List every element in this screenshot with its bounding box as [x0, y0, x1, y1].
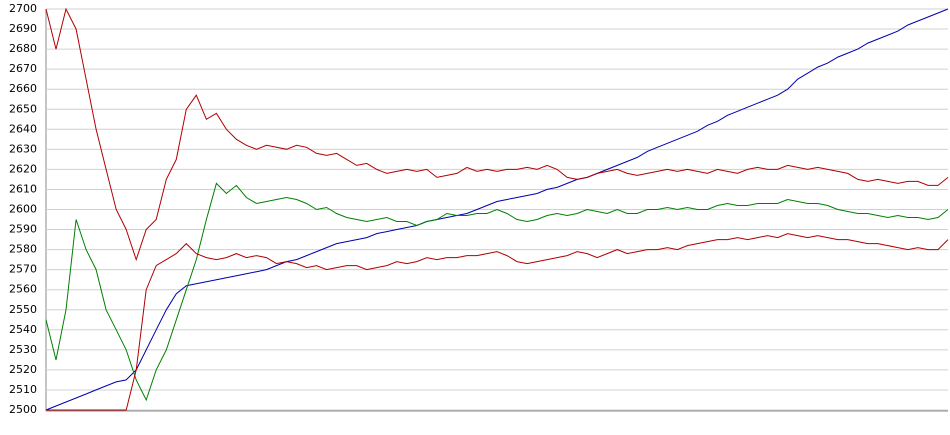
series-line: [46, 233, 949, 411]
y-tick-label: 2700: [9, 2, 37, 15]
y-tick-label: 2640: [9, 122, 37, 135]
series-line: [45, 7, 949, 262]
y-tick-label: 2550: [9, 303, 37, 316]
y-tick-label: 2520: [9, 363, 37, 376]
y-tick-label: 2580: [9, 243, 37, 256]
series-line: [45, 182, 949, 402]
series-line: [45, 8, 949, 411]
y-tick-label: 2690: [9, 22, 37, 35]
y-tick-label: 2570: [9, 263, 37, 276]
y-tick-label: 2600: [9, 203, 37, 216]
y-tick-label: 2500: [9, 403, 37, 416]
y-tick-label: 2630: [9, 142, 37, 155]
y-tick-label: 2510: [9, 383, 37, 396]
y-tick-label: 2650: [9, 102, 37, 115]
y-tick-label: 2680: [9, 42, 37, 55]
y-tick-label: 2670: [9, 62, 37, 75]
y-tick-label: 2610: [9, 182, 37, 195]
y-tick-label: 2590: [9, 223, 37, 236]
y-tick-label: 2530: [9, 343, 37, 356]
y-tick-label: 2620: [9, 162, 37, 175]
y-tick-label: 2560: [9, 283, 37, 296]
y-tick-label: 2660: [9, 82, 37, 95]
y-tick-label: 2540: [9, 323, 37, 336]
